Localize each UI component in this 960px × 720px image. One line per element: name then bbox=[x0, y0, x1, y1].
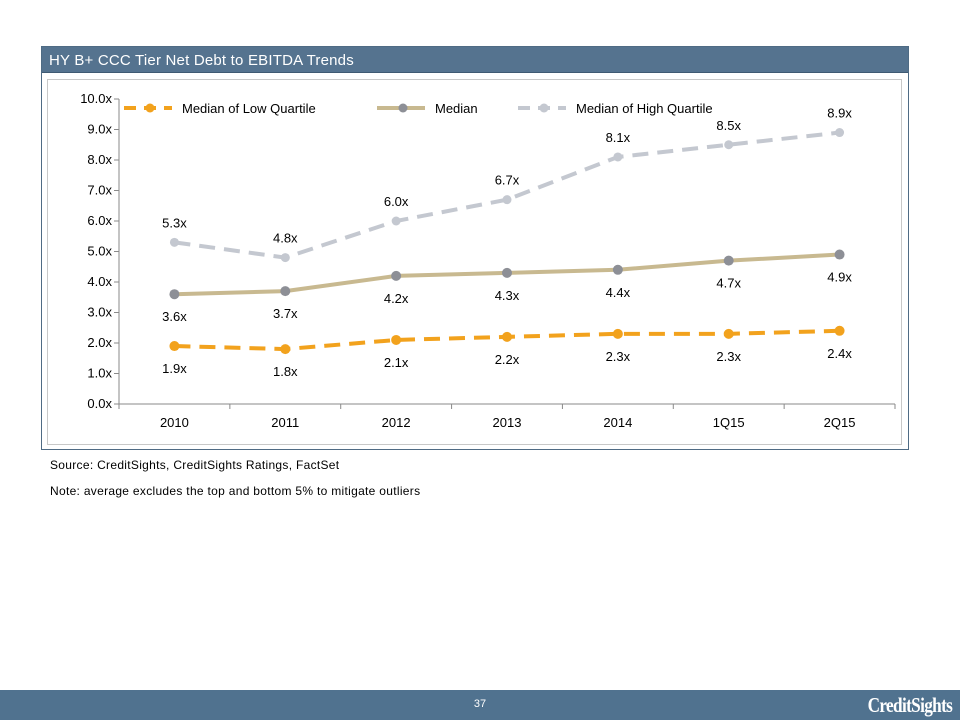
legend-swatch-marker bbox=[539, 103, 549, 113]
legend-label: Median of Low Quartile bbox=[182, 101, 316, 116]
data-label: 2.4x bbox=[827, 346, 852, 361]
x-tick-label: 2012 bbox=[382, 415, 411, 430]
data-point bbox=[391, 270, 402, 281]
data-point bbox=[280, 286, 291, 297]
legend-label: Median bbox=[435, 101, 478, 116]
data-point bbox=[834, 249, 845, 260]
chart-panel: HY B+ CCC Tier Net Debt to EBITDA Trends… bbox=[41, 46, 909, 450]
data-label: 1.8x bbox=[273, 364, 298, 379]
data-point bbox=[612, 264, 623, 275]
y-tick-label: 1.0x bbox=[87, 366, 112, 381]
y-tick-label: 3.0x bbox=[87, 305, 112, 320]
data-label: 5.3x bbox=[162, 215, 187, 230]
chart-title-bar: HY B+ CCC Tier Net Debt to EBITDA Trends bbox=[42, 47, 908, 73]
y-tick-label: 0.0x bbox=[87, 396, 112, 411]
chart-title: HY B+ CCC Tier Net Debt to EBITDA Trends bbox=[49, 52, 354, 69]
data-point bbox=[613, 152, 623, 162]
footer-bar: 37 CreditSights bbox=[0, 690, 960, 720]
data-point bbox=[169, 341, 180, 352]
chart-area: 0.0x 1.0x 2.0x 3.0x 4.0x 5.0x 6.0x 7.0x 8.0x 9.0x… bbox=[47, 79, 902, 445]
data-label: 8.5x bbox=[716, 118, 741, 133]
data-point bbox=[502, 331, 512, 342]
x-tick-label: 2011 bbox=[271, 415, 299, 430]
y-tick-label: 10.0x bbox=[80, 91, 112, 106]
data-label: 6.7x bbox=[495, 173, 520, 188]
data-label: 6.0x bbox=[384, 194, 409, 209]
data-label: 2.3x bbox=[606, 349, 631, 364]
x-tick-label: 2013 bbox=[493, 415, 522, 430]
page-number: 37 bbox=[473, 698, 487, 710]
legend-label: Median of High Quartile bbox=[576, 101, 713, 116]
x-tick-label: 2Q15 bbox=[824, 415, 856, 430]
data-label: 2.1x bbox=[384, 355, 409, 370]
source-note: Source: CreditSights, CreditSights Ratin… bbox=[50, 458, 340, 472]
data-point bbox=[280, 253, 290, 263]
data-label: 3.7x bbox=[273, 306, 298, 321]
x-tick-label: 1Q15 bbox=[713, 415, 745, 430]
data-label: 4.9x bbox=[827, 270, 852, 285]
data-point bbox=[834, 325, 845, 336]
y-tick-label: 6.0x bbox=[87, 213, 112, 228]
data-point bbox=[724, 140, 734, 150]
y-tick-label: 5.0x bbox=[87, 244, 112, 259]
line-chart: 0.0x 1.0x 2.0x 3.0x 4.0x 5.0x 6.0x 7.0x 8.0x 9.0x… bbox=[80, 91, 896, 430]
data-point bbox=[391, 216, 401, 226]
data-label: 4.4x bbox=[606, 285, 631, 300]
data-label: 2.2x bbox=[495, 352, 520, 367]
y-tick-label: 8.0x bbox=[87, 152, 112, 167]
data-point bbox=[169, 289, 180, 300]
data-point bbox=[391, 334, 402, 345]
y-tick-label: 7.0x bbox=[87, 183, 112, 198]
data-point bbox=[169, 237, 179, 247]
y-tick-label: 4.0x bbox=[87, 274, 112, 289]
x-tick-label: 2014 bbox=[603, 415, 632, 430]
y-tick-label: 2.0x bbox=[87, 335, 112, 350]
data-label: 2.3x bbox=[716, 349, 741, 364]
data-label: 3.6x bbox=[162, 309, 187, 324]
footnote: Note: average excludes the top and botto… bbox=[50, 484, 421, 498]
y-tick-label: 9.0x bbox=[87, 122, 112, 137]
data-point bbox=[612, 328, 623, 339]
data-point bbox=[723, 255, 734, 266]
brand-logo: CreditSights bbox=[867, 693, 952, 717]
data-label: 4.3x bbox=[495, 288, 520, 303]
data-label: 4.2x bbox=[384, 291, 409, 306]
data-point bbox=[502, 267, 512, 278]
data-point bbox=[280, 344, 291, 355]
data-label: 4.8x bbox=[273, 231, 298, 246]
legend-swatch-marker bbox=[398, 103, 408, 113]
data-label: 1.9x bbox=[162, 361, 187, 376]
data-point bbox=[835, 128, 845, 138]
data-point bbox=[723, 328, 734, 339]
legend-swatch-marker bbox=[145, 103, 155, 113]
x-tick-label: 2010 bbox=[160, 415, 189, 430]
data-label: 8.9x bbox=[827, 106, 852, 121]
data-label: 4.7x bbox=[716, 276, 741, 291]
data-label: 8.1x bbox=[606, 130, 631, 145]
data-point bbox=[502, 195, 512, 205]
